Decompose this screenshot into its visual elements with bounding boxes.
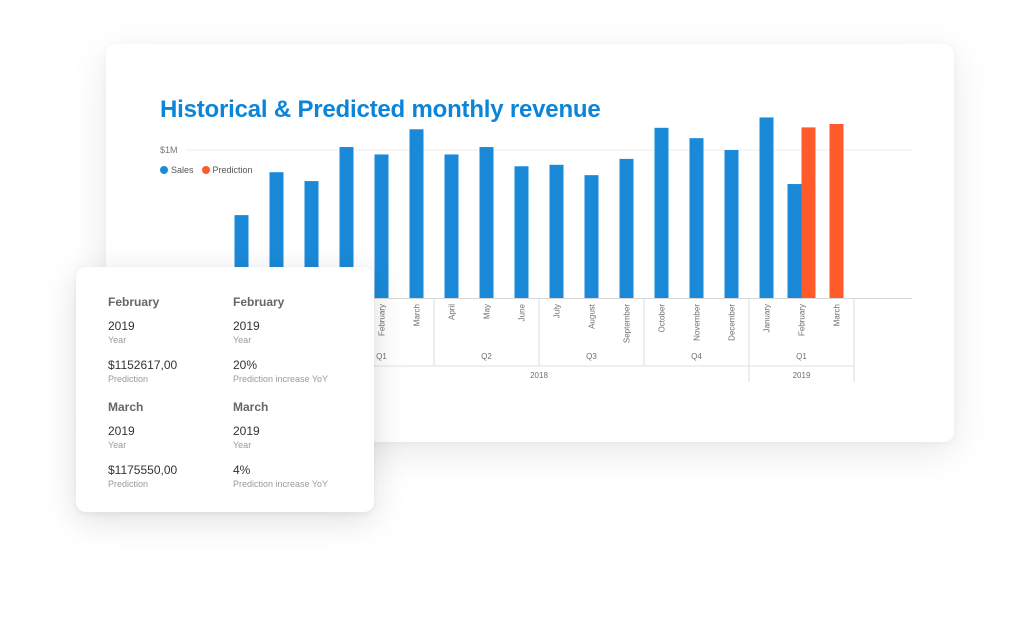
info-year-value: 2019: [233, 424, 260, 438]
x-tick-label-month: October: [658, 304, 667, 333]
x-tick-label-year: 2018: [530, 371, 548, 380]
x-tick-label-month: February: [798, 304, 807, 336]
info-prediction-value: $1175550,00: [108, 463, 178, 477]
bar-sales: [409, 129, 424, 298]
info-month: March: [233, 400, 269, 414]
bar-sales: [514, 166, 529, 298]
x-tick-label-month: June: [518, 303, 527, 321]
info-month: February: [108, 295, 160, 309]
sales-dot-icon: [160, 166, 168, 174]
bar-sales: [269, 172, 284, 298]
x-tick-label-quarter: Q4: [691, 352, 702, 361]
x-tick-label-month: February: [378, 304, 387, 336]
legend-label-sales: Sales: [171, 165, 194, 175]
info-month: March: [108, 400, 144, 414]
legend-item-sales[interactable]: Sales: [160, 165, 194, 175]
x-tick-label-quarter: Q2: [481, 352, 492, 361]
bar-sales: [787, 184, 802, 298]
bar-sales: [759, 117, 774, 298]
bar-sales: [619, 158, 634, 298]
bar-sales: [654, 127, 669, 298]
bar-sales: [339, 147, 354, 298]
info-increase-label: Prediction increase YoY: [233, 374, 329, 384]
info-increase-value: 4%: [233, 463, 251, 477]
prediction-dot-icon: [201, 166, 210, 174]
x-tick-label-month: September: [623, 304, 632, 343]
info-increase-value: 20%: [233, 358, 258, 372]
info-month: February: [233, 295, 285, 309]
bar-prediction: [801, 127, 816, 298]
info-cell-feb-increase: February 2019 Year 20% Prediction increa…: [233, 295, 328, 384]
bar-sales: [689, 138, 704, 298]
prediction-info-card: February 2019 Year $1152617,00 Predictio…: [76, 267, 374, 512]
info-year-label: Year: [108, 440, 127, 450]
x-tick-label-quarter: Q1: [376, 352, 387, 361]
x-tick-label-month: March: [833, 304, 842, 326]
info-prediction-label: Prediction: [108, 479, 149, 489]
chart-title: Historical & Predicted monthly revenue: [160, 96, 601, 123]
info-year-value: 2019: [108, 319, 135, 333]
x-tick-label-quarter: Q1: [796, 352, 807, 361]
info-cell-feb-prediction: February 2019 Year $1152617,00 Predictio…: [108, 295, 177, 384]
x-tick-label-month: January: [763, 304, 772, 332]
info-year-value: 2019: [108, 424, 135, 438]
x-tick-label-month: November: [693, 304, 702, 341]
bar-sales: [374, 154, 389, 298]
x-tick-label-month: August: [588, 303, 597, 329]
x-tick-label-month: April: [448, 304, 457, 320]
info-year-label: Year: [233, 335, 252, 345]
info-prediction-value: $1152617,00: [108, 358, 178, 372]
x-tick-label-month: December: [728, 304, 737, 341]
legend-item-prediction[interactable]: Prediction: [201, 165, 253, 175]
y-tick-label: $1M: [160, 145, 178, 155]
x-tick-label-month: May: [483, 304, 492, 319]
legend-label-prediction: Prediction: [212, 165, 253, 175]
bar-sales: [724, 150, 739, 298]
bar-sales: [444, 154, 459, 298]
info-year-label: Year: [233, 440, 252, 450]
bar-prediction: [829, 124, 844, 298]
bar-chart: $1MJanuaryFebruaryMarchJanuaryFebruaryMa…: [160, 117, 912, 382]
bar-sales: [549, 164, 564, 298]
x-tick-label-year: 2019: [793, 371, 811, 380]
x-tick-label-quarter: Q3: [586, 352, 597, 361]
x-tick-label-month: July: [553, 304, 562, 318]
info-prediction-label: Prediction: [108, 374, 149, 384]
info-year-label: Year: [108, 335, 127, 345]
bar-sales: [479, 147, 494, 298]
info-increase-label: Prediction increase YoY: [233, 479, 329, 489]
info-cell-mar-prediction: March 2019 Year $1175550,00 Prediction: [108, 400, 177, 489]
x-tick-label-month: March: [413, 304, 422, 326]
info-cell-mar-increase: March 2019 Year 4% Prediction increase Y…: [233, 400, 328, 489]
bar-sales: [584, 175, 599, 298]
info-year-value: 2019: [233, 319, 260, 333]
legend: Sales Prediction: [160, 165, 253, 175]
